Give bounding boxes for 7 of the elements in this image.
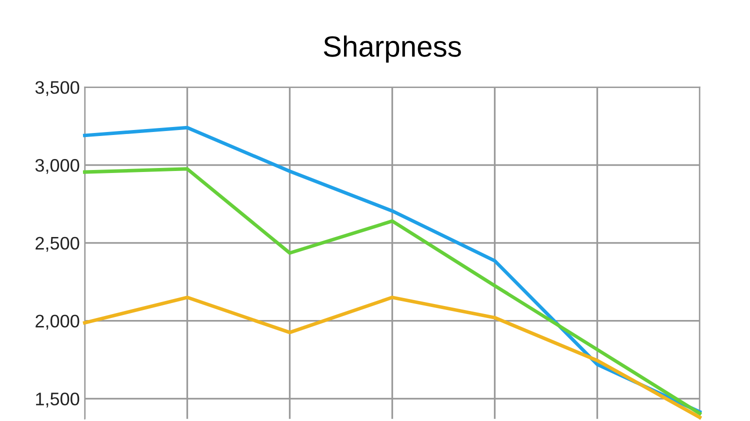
y-tick-label: 1,500: [36, 392, 80, 408]
y-tick-label: 3,500: [35, 81, 80, 96]
y-tick-label: 2,500: [36, 236, 80, 252]
chart-title: Sharpness: [324, 35, 461, 63]
y-tick-label: 3,000: [35, 158, 80, 174]
y-tick-label: 2,000: [36, 314, 80, 330]
line-series: [83, 296, 702, 420]
